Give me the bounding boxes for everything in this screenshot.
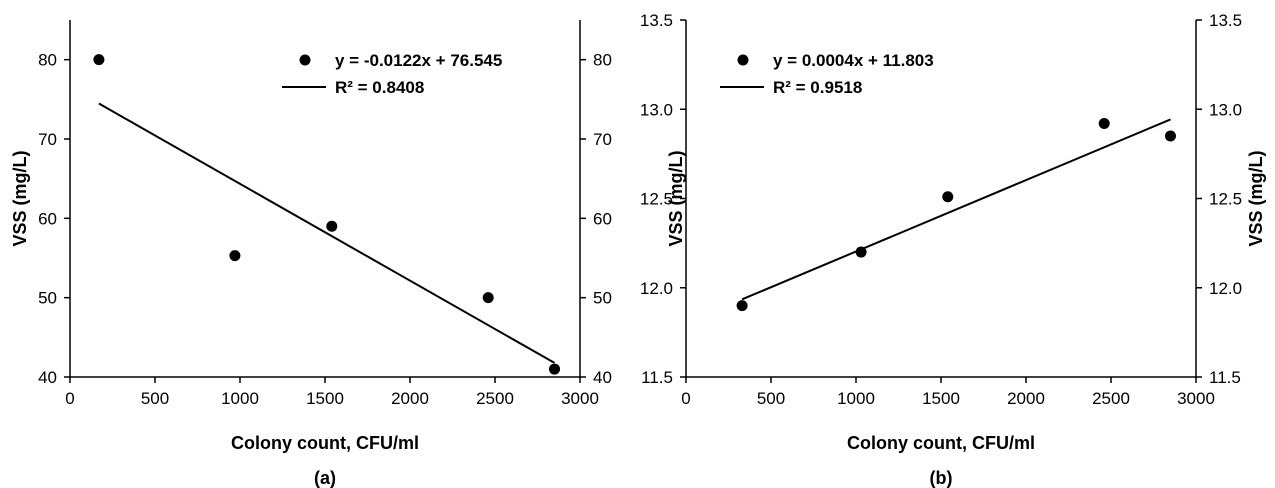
data-point xyxy=(93,54,105,66)
data-point xyxy=(855,246,867,258)
y-tick-label-left: 80 xyxy=(38,51,57,70)
y-tick-label-right: 13.5 xyxy=(1209,11,1242,30)
panel-label: (a) xyxy=(314,468,336,488)
y-tick-label-right: 70 xyxy=(593,130,612,149)
x-tick-label: 1000 xyxy=(221,389,259,408)
y-tick-label-left: 40 xyxy=(38,368,57,387)
data-point xyxy=(326,220,338,232)
y-tick-label-right: 11.5 xyxy=(1209,368,1241,387)
x-tick-label: 0 xyxy=(681,389,690,408)
data-point xyxy=(1165,130,1176,142)
y-axis-label: VSS (mg/L) xyxy=(10,150,30,246)
data-point xyxy=(736,300,748,312)
x-tick-label: 500 xyxy=(757,389,785,408)
y-tick-label-right: 80 xyxy=(593,51,612,70)
y-tick-label-right: 13.0 xyxy=(1209,100,1242,119)
trendline xyxy=(741,118,1171,301)
data-point xyxy=(482,292,494,304)
x-tick-label: 2000 xyxy=(391,389,429,408)
y-tick-label-left: 11.5 xyxy=(641,368,673,387)
y-axis-label-right: VSS (mg/L) xyxy=(1246,150,1266,246)
y-tick-label-right: 50 xyxy=(593,289,612,308)
y-tick-label-left: 13.0 xyxy=(640,100,673,119)
data-point xyxy=(229,250,241,262)
x-axis-label: Colony count, CFU/ml xyxy=(231,433,419,453)
legend-equation: y = -0.0122x + 76.545 xyxy=(335,51,502,70)
legend-r2: R² = 0.8408 xyxy=(335,78,424,97)
y-tick-label-right: 60 xyxy=(593,209,612,228)
chart-panel-1: 0 500 1000 1500 2000 2500 3000 40 40 50 50 60 60 70 70… xyxy=(10,20,612,488)
x-tick-label: 0 xyxy=(65,389,74,408)
chart-panel-2: 0 500 1000 1500 2000 2500 3000 11.5 11.5 12.0 12.0… xyxy=(640,11,1266,488)
y-tick-label-right: 12.5 xyxy=(1209,190,1242,209)
x-tick-label: 2000 xyxy=(1007,389,1045,408)
y-tick-label-left: 12.0 xyxy=(640,279,673,298)
data-point xyxy=(942,191,954,203)
y-tick-label-right: 12.0 xyxy=(1209,279,1242,298)
x-tick-label: 500 xyxy=(141,389,169,408)
x-tick-label: 1500 xyxy=(306,389,344,408)
legend-r2: R² = 0.9518 xyxy=(773,78,862,97)
x-axis-label: Colony count, CFU/ml xyxy=(847,433,1035,453)
x-tick-label: 1500 xyxy=(922,389,960,408)
x-tick-label: 3000 xyxy=(1177,389,1215,408)
x-tick-label: 2500 xyxy=(1092,389,1130,408)
y-tick-label-left: 13.5 xyxy=(640,11,673,30)
y-axis-label: VSS (mg/L) xyxy=(666,150,686,246)
x-tick-label: 1000 xyxy=(837,389,875,408)
y-tick-label-left: 70 xyxy=(38,130,57,149)
y-tick-label-left: 60 xyxy=(38,209,57,228)
y-tick-label-left: 50 xyxy=(38,289,57,308)
x-tick-label: 3000 xyxy=(561,389,599,408)
x-tick-label: 2500 xyxy=(476,389,514,408)
legend-marker xyxy=(737,54,749,66)
y-tick-label-left: 12.5 xyxy=(640,190,673,209)
data-point xyxy=(1098,118,1110,130)
trendline xyxy=(98,102,555,364)
y-tick-label-right: 40 xyxy=(593,368,612,387)
panel-label: (b) xyxy=(930,468,953,488)
data-point xyxy=(549,363,560,375)
legend-equation: y = 0.0004x + 11.803 xyxy=(773,51,934,70)
legend-marker xyxy=(299,54,311,66)
